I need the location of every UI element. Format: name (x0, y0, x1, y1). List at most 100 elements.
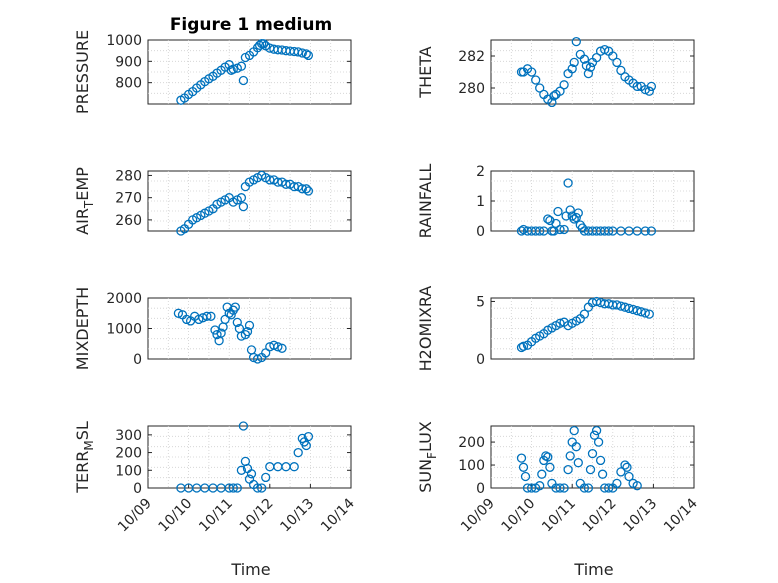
data-point (301, 184, 311, 194)
x-tick-label: 10/10 (156, 496, 196, 536)
data-point (273, 342, 283, 352)
data-point (616, 301, 626, 311)
data-point (535, 83, 545, 93)
x-tick-label: 10/14 (661, 495, 701, 535)
x-tick-label: 10/13 (620, 496, 660, 536)
data-point (547, 97, 557, 108)
data-point (563, 178, 573, 188)
x-axis-label-right: Time (573, 560, 613, 579)
data-point (559, 80, 569, 90)
data-point (537, 469, 547, 479)
y-tick-label: 260 (115, 213, 142, 229)
x-tick-label: 10/10 (499, 496, 539, 536)
data-point (624, 303, 634, 314)
data-point (583, 68, 594, 79)
data-point (579, 54, 590, 64)
data-point (181, 314, 192, 325)
y-tick-label: 300 (115, 428, 142, 444)
data-point (289, 181, 299, 192)
data-point (297, 48, 307, 58)
data-point (571, 36, 581, 47)
data-point (644, 309, 654, 319)
data-point (516, 226, 527, 236)
y-tick-label: 900 (115, 54, 142, 70)
y-tick-label: 282 (458, 49, 485, 65)
data-point (516, 453, 527, 463)
y-axis-label: SUNFLUX (416, 421, 439, 493)
data-point (620, 460, 630, 470)
data-point (604, 226, 614, 236)
subplot-8: 0 100 200 10/09 10/10 10/11 10/12 10/13 10/14 SUN… (416, 421, 701, 535)
x-tick-label: 10/14 (318, 495, 358, 535)
data-point (620, 302, 630, 312)
data-point (265, 175, 275, 185)
data-point (632, 81, 642, 92)
data-point (555, 483, 565, 493)
series-markers (173, 302, 287, 364)
y-tick-label: 0 (133, 481, 142, 497)
data-point (573, 208, 583, 218)
data-point (567, 64, 577, 74)
data-point (543, 452, 553, 462)
data-point (273, 177, 283, 187)
data-point (589, 430, 600, 440)
grid (491, 171, 694, 231)
series-markers (516, 425, 642, 493)
data-point (595, 455, 606, 466)
data-point (238, 421, 249, 431)
data-point (612, 478, 622, 489)
data-point (535, 226, 545, 236)
x-tick-label: 10/09 (458, 496, 498, 536)
data-point (585, 464, 596, 475)
y-tick-label: 1000 (106, 322, 142, 338)
data-point (232, 483, 242, 493)
y-tick-label: 200 (115, 446, 142, 462)
data-point (646, 81, 657, 92)
y-tick-label: 0 (133, 352, 142, 368)
data-point (579, 309, 590, 319)
data-point (257, 483, 267, 493)
figure-title: Figure 1 medium (170, 15, 332, 35)
data-point (303, 431, 314, 442)
data-point (628, 304, 638, 315)
y-tick-label: 280 (458, 81, 485, 97)
data-point (518, 462, 529, 472)
data-point (573, 458, 583, 468)
series-markers (176, 170, 314, 236)
data-point (236, 61, 247, 71)
data-point (520, 471, 531, 482)
data-point (644, 86, 654, 96)
data-point (252, 483, 263, 493)
data-point (597, 469, 608, 479)
data-point (297, 184, 307, 194)
data-point (269, 340, 279, 350)
data-point (526, 67, 537, 77)
data-point (242, 326, 253, 337)
data-point (202, 311, 212, 321)
series-markers (176, 421, 314, 493)
y-axis-label: MIXDEPTH (73, 287, 92, 370)
data-point (232, 317, 242, 328)
data-point (593, 437, 604, 447)
series-markers (516, 296, 654, 353)
x-tick-label: 10/11 (196, 496, 236, 536)
data-point (585, 62, 596, 72)
y-tick-label: 0 (476, 481, 485, 497)
data-point (518, 341, 529, 351)
grid (148, 40, 351, 104)
y-tick-label: 270 (115, 191, 142, 207)
data-point (228, 64, 238, 74)
y-tick-label: 2 (476, 164, 485, 180)
x-tick-label: 10/09 (115, 496, 155, 536)
y-axis-label: RAINFALL (416, 164, 435, 239)
data-point (591, 425, 602, 436)
data-point (246, 469, 257, 479)
data-point (569, 425, 579, 436)
data-point (301, 440, 311, 451)
data-point (216, 328, 226, 338)
data-point (244, 320, 255, 331)
subplot-4: 0 1 2 RAINFALL (416, 164, 695, 240)
data-point (622, 462, 632, 472)
data-point (571, 212, 581, 223)
data-point (624, 471, 634, 482)
